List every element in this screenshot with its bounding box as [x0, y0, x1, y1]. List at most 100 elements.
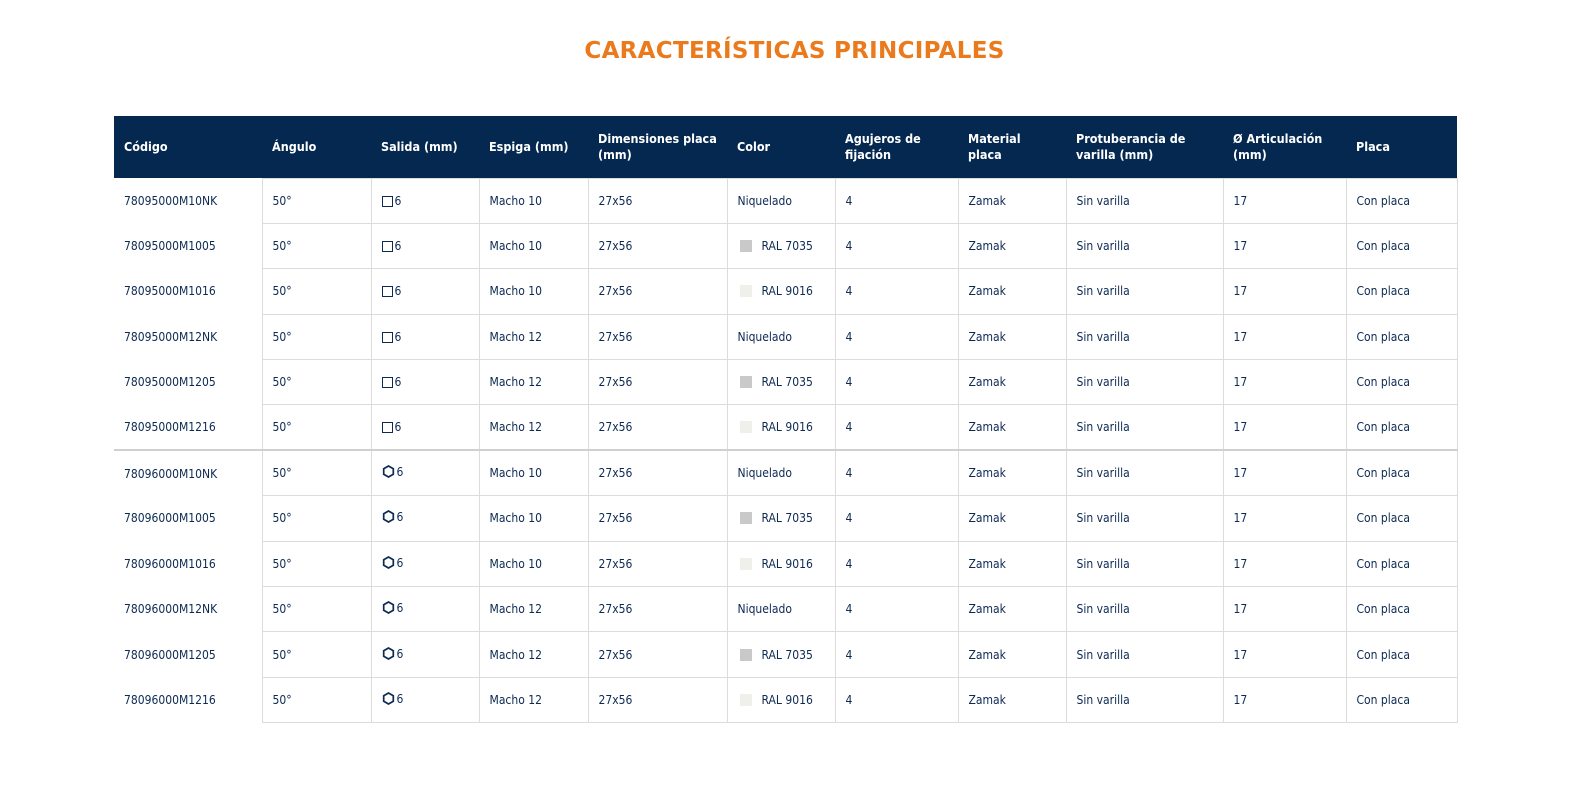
- cell-articulacion: 17: [1222, 540, 1347, 588]
- cell-codigo: 78095000M1016: [114, 268, 263, 315]
- cell-agujeros: 4: [834, 631, 959, 678]
- cell-espiga: Macho 10: [478, 495, 589, 542]
- specs-table: Código Ángulo Salida (mm) Espiga (mm) Di…: [114, 116, 1458, 724]
- cell-material: Zamak: [957, 449, 1067, 497]
- cell-salida: 6: [370, 540, 480, 588]
- cell-articulacion: 17: [1222, 313, 1347, 361]
- cell-codigo: 78095000M12NK: [114, 314, 263, 360]
- header-placa: Placa: [1346, 116, 1457, 178]
- cell-angulo: 50°: [261, 268, 372, 315]
- square-icon: [381, 195, 393, 207]
- header-codigo: Código: [114, 116, 262, 178]
- color-value: RAL 7035: [761, 647, 813, 662]
- cell-color: RAL 7035: [726, 495, 836, 542]
- cell-dimensiones: 27x56: [587, 586, 728, 633]
- cell-placa: Con placa: [1345, 313, 1458, 361]
- cell-color: RAL 7035: [726, 631, 836, 678]
- cell-articulacion: 17: [1222, 404, 1347, 451]
- cell-articulacion: 17: [1222, 177, 1347, 224]
- cell-angulo: 50°: [261, 177, 372, 224]
- cell-articulacion: 17: [1222, 631, 1347, 678]
- cell-agujeros: 4: [834, 222, 959, 270]
- cell-codigo: 78095000M1205: [114, 359, 263, 405]
- color-swatch: [739, 648, 752, 661]
- header-material: Material placa: [958, 116, 1066, 178]
- table-row: 78095000M1016 50° 6 Macho 10 27x56 RAL 9016 4 Z…: [114, 268, 1458, 315]
- square-icon: [381, 286, 393, 298]
- cell-protuberancia: Sin varilla: [1065, 359, 1224, 406]
- cell-protuberancia: Sin varilla: [1065, 540, 1224, 588]
- color-swatch: [739, 285, 752, 298]
- cell-placa: Con placa: [1345, 586, 1458, 633]
- cell-protuberancia: Sin varilla: [1065, 313, 1224, 361]
- header-espiga: Espiga (mm): [479, 116, 588, 178]
- cell-protuberancia: Sin varilla: [1065, 268, 1224, 315]
- color-value: RAL 9016: [761, 692, 813, 707]
- table-row: 78096000M1005 50° 6 Macho 10 27x56 RAL 7035 4 Z…: [114, 495, 1458, 542]
- cell-color: RAL 7035: [726, 222, 836, 270]
- cell-color: Niquelado: [726, 586, 836, 633]
- cell-angulo: 50°: [261, 449, 372, 497]
- page-title: CARACTERÍSTICAS PRINCIPALES: [584, 38, 1005, 64]
- color-value: Niquelado: [737, 466, 793, 481]
- cell-protuberancia: Sin varilla: [1065, 586, 1224, 633]
- cell-espiga: Macho 12: [478, 586, 589, 633]
- cell-angulo: 50°: [261, 222, 372, 270]
- cell-placa: Con placa: [1345, 449, 1458, 497]
- cell-material: Zamak: [957, 177, 1067, 224]
- cell-dimensiones: 27x56: [587, 540, 728, 588]
- cell-dimensiones: 27x56: [587, 222, 728, 270]
- cell-salida: 6: [370, 449, 480, 497]
- cell-agujeros: 4: [834, 359, 959, 406]
- color-swatch: [739, 557, 752, 570]
- cell-salida: 6: [370, 404, 480, 451]
- square-icon: [381, 377, 393, 389]
- salida-value: 6: [396, 601, 404, 616]
- cell-angulo: 50°: [261, 586, 372, 633]
- cell-placa: Con placa: [1345, 222, 1458, 270]
- cell-material: Zamak: [957, 540, 1067, 588]
- table-row: 78095000M10NK 50° 6 Macho 10 27x56 Niquelado 4…: [114, 177, 1458, 224]
- cell-placa: Con placa: [1345, 404, 1458, 451]
- cell-articulacion: 17: [1222, 586, 1347, 633]
- color-swatch: [739, 421, 752, 434]
- cell-protuberancia: Sin varilla: [1065, 495, 1224, 542]
- cell-espiga: Macho 12: [478, 313, 589, 361]
- cell-angulo: 50°: [261, 495, 372, 542]
- header-color: Color: [727, 116, 835, 178]
- cell-material: Zamak: [957, 495, 1067, 542]
- hexagon-icon: [382, 555, 395, 572]
- cell-angulo: 50°: [261, 313, 372, 361]
- cell-color: RAL 9016: [726, 268, 836, 315]
- cell-dimensiones: 27x56: [587, 177, 728, 224]
- cell-agujeros: 4: [834, 676, 959, 724]
- color-swatch: [739, 693, 752, 706]
- color-swatch: [739, 512, 752, 525]
- cell-codigo: 78095000M1005: [114, 223, 263, 269]
- color-value: RAL 7035: [761, 375, 813, 390]
- table-row: 78095000M1205 50° 6 Macho 12 27x56 RAL 7035 4 Z…: [114, 359, 1458, 406]
- cell-articulacion: 17: [1222, 268, 1347, 315]
- salida-value: 6: [394, 420, 402, 435]
- color-value: Niquelado: [737, 329, 793, 344]
- cell-agujeros: 4: [834, 313, 959, 361]
- cell-angulo: 50°: [261, 676, 372, 724]
- cell-color: RAL 9016: [726, 404, 836, 451]
- cell-dimensiones: 27x56: [587, 495, 728, 542]
- color-swatch: [739, 240, 752, 253]
- cell-salida: 6: [370, 222, 480, 270]
- table-row: 78096000M10NK 50° 6 Macho 10 27x56 Niquelado 4…: [114, 449, 1458, 497]
- cell-codigo: 78096000M1216: [114, 677, 263, 723]
- hexagon-icon: [382, 601, 395, 617]
- cell-codigo: 78096000M12NK: [114, 586, 263, 632]
- hexagon-icon: [382, 510, 395, 526]
- cell-angulo: 50°: [261, 404, 372, 451]
- cell-espiga: Macho 12: [478, 359, 589, 406]
- cell-espiga: Macho 10: [478, 222, 589, 270]
- cell-agujeros: 4: [834, 586, 959, 633]
- table-row: 78095000M1216 50° 6 Macho 12 27x56 RAL 9016 4 Z…: [114, 404, 1458, 451]
- color-value: RAL 7035: [761, 239, 813, 254]
- cell-material: Zamak: [957, 222, 1067, 270]
- salida-value: 6: [394, 329, 402, 344]
- color-value: RAL 9016: [761, 556, 813, 571]
